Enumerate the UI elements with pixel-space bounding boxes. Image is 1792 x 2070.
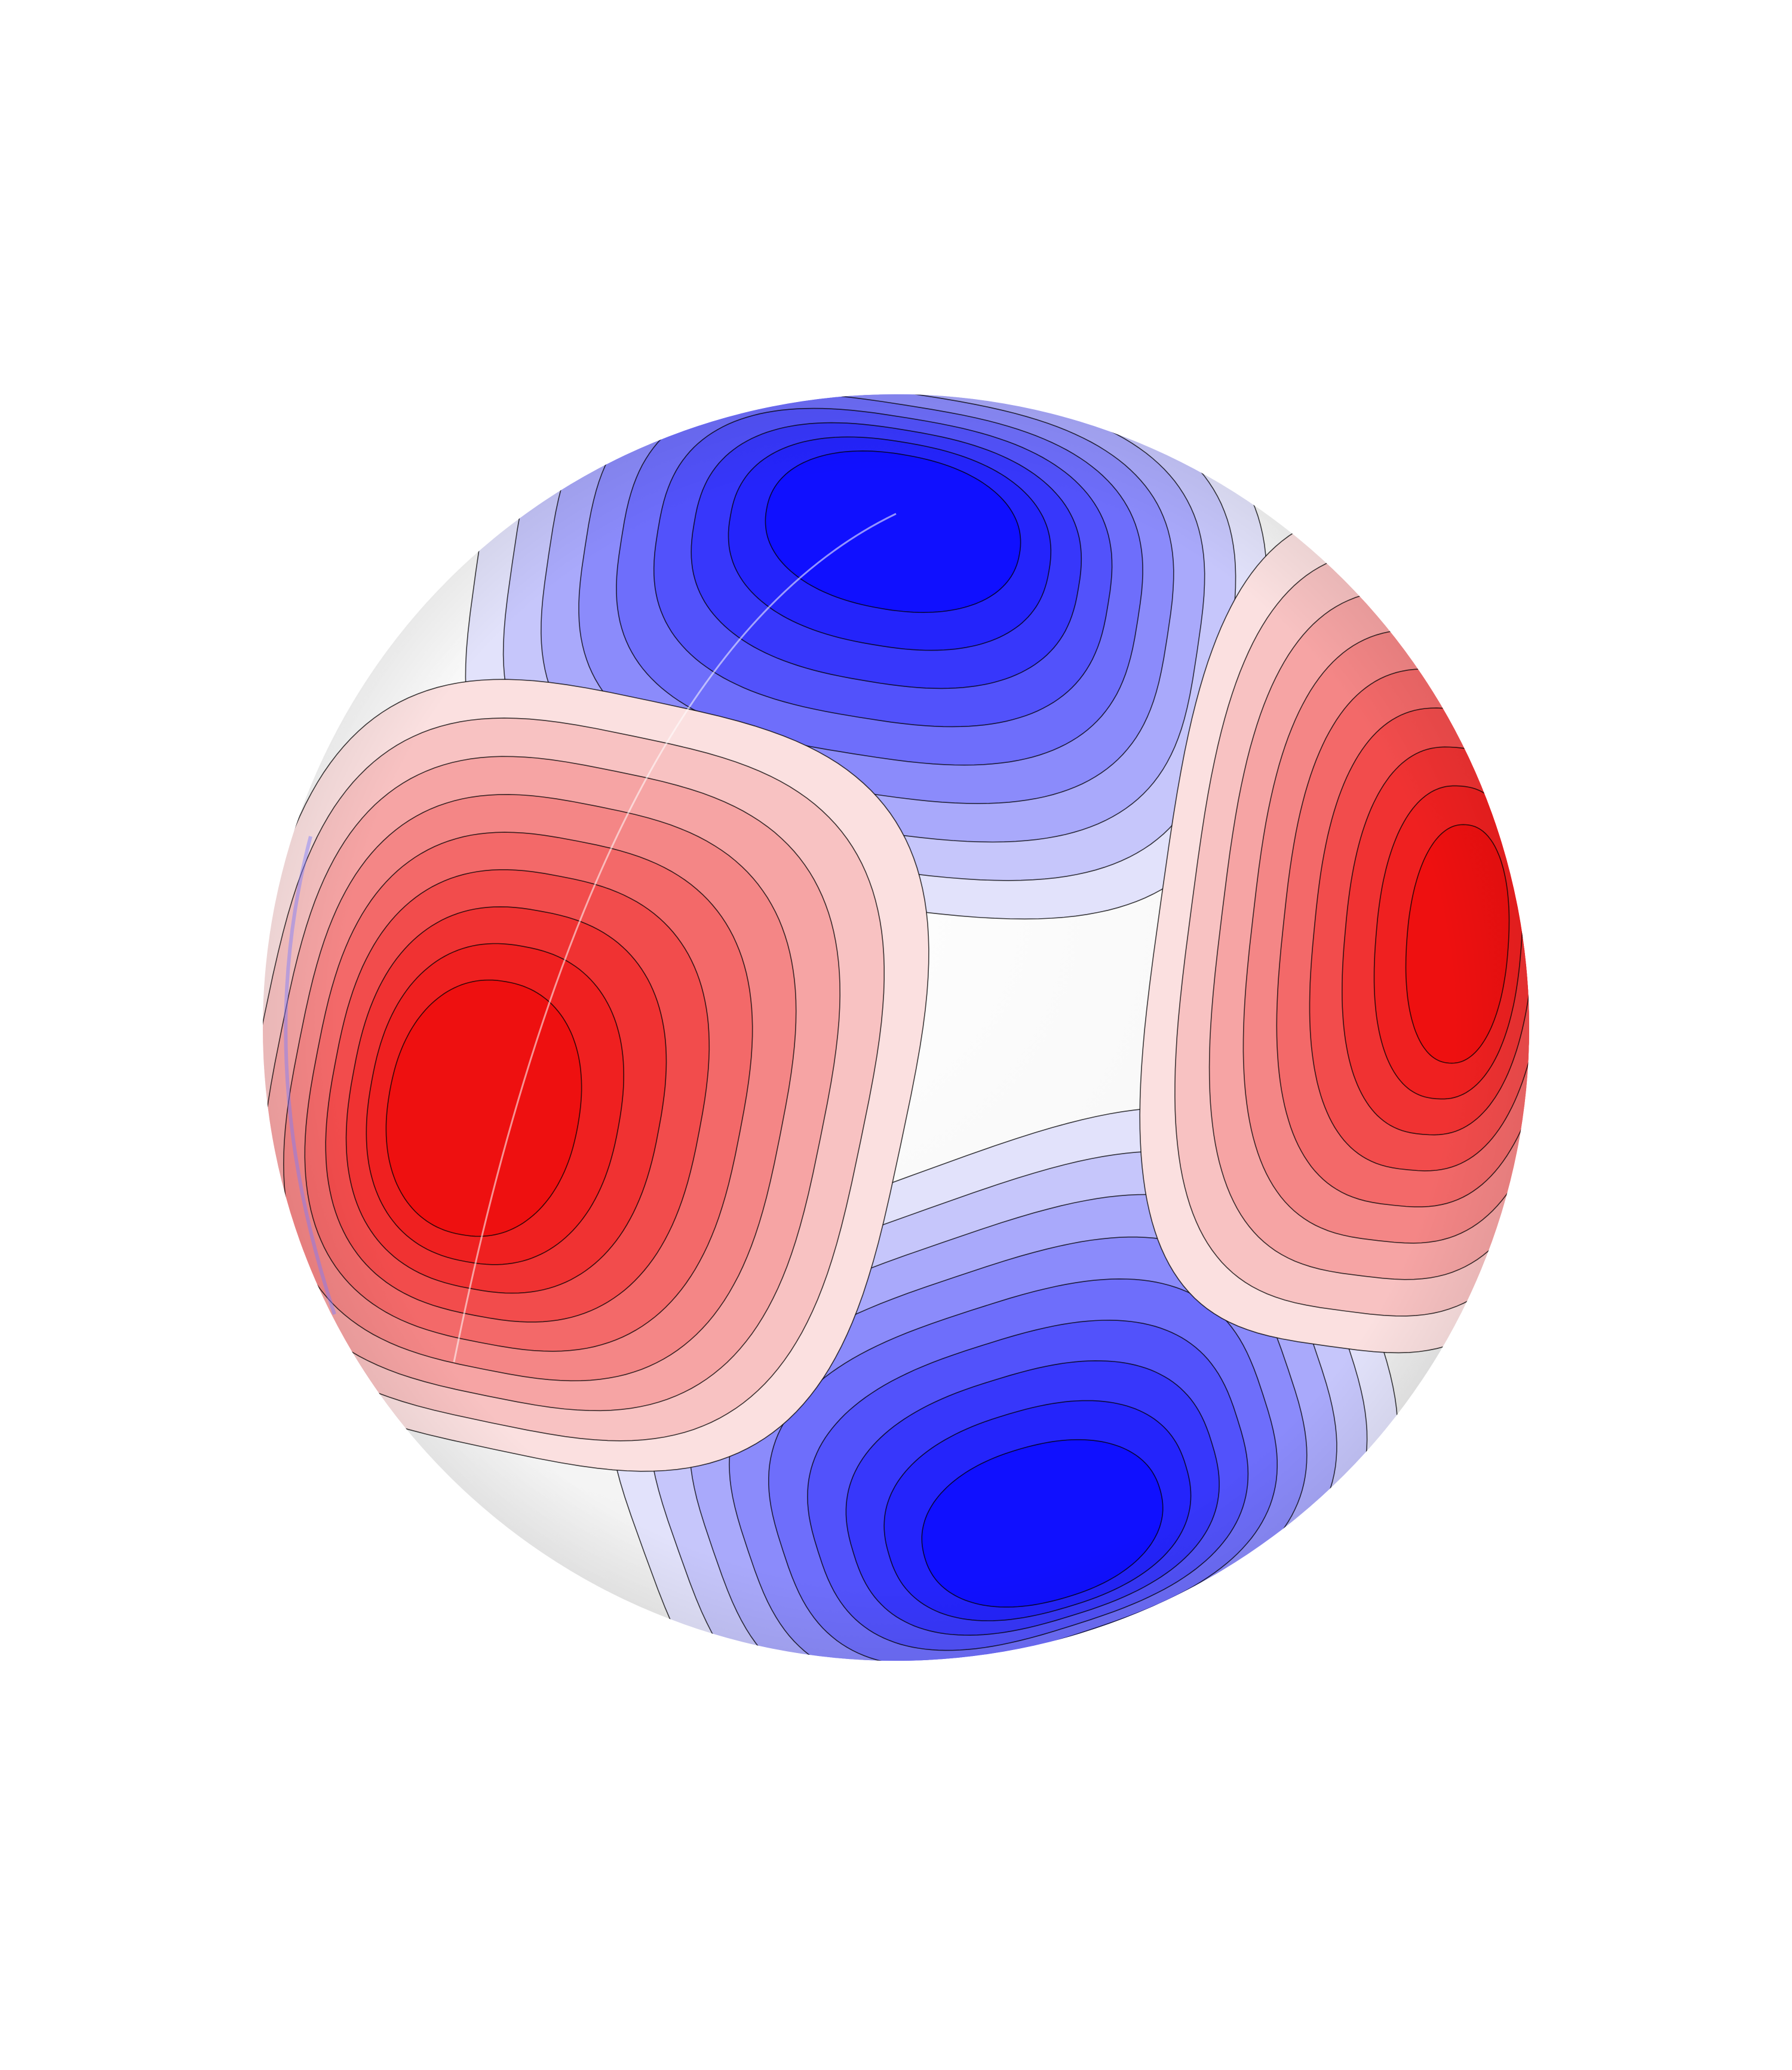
sphere-rim-shading [263,394,1529,1661]
sphere-meridian-highlight [453,513,897,1363]
sphere-left-edge-tint [284,836,336,1315]
